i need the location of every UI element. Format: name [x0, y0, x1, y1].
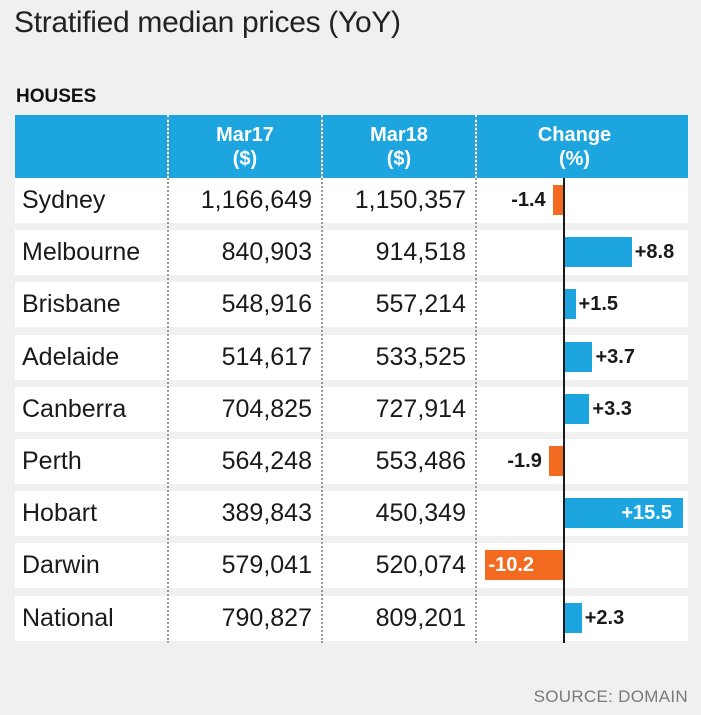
column-divider-3	[475, 115, 477, 643]
mar18-value: 450,349	[375, 499, 466, 527]
header-divider-2	[321, 115, 323, 178]
mar17-value: 840,903	[221, 238, 312, 266]
city-label: Melbourne	[22, 238, 141, 266]
header-mar17-unit: ($)	[232, 147, 258, 170]
mar18-value: 727,914	[375, 395, 466, 423]
column-divider-1	[167, 115, 169, 643]
mar17-value: 704,825	[221, 395, 312, 423]
mar18-value: 809,201	[375, 604, 466, 632]
change-label: +8.8	[634, 241, 675, 263]
mar17-value: 1,166,649	[200, 186, 312, 214]
mar17-value: 564,248	[221, 447, 312, 475]
table-row: Brisbane 548,916 557,214	[15, 282, 688, 327]
mar18-value: 520,074	[375, 551, 466, 579]
table-row: Darwin 579,041 520,074	[15, 543, 688, 588]
change-bar	[485, 550, 564, 580]
mar17-value: 514,617	[221, 343, 312, 371]
table-row: Melbourne 840,903 914,518	[15, 230, 688, 275]
change-bar	[564, 603, 582, 633]
header-mar18-label: Mar18	[370, 123, 428, 146]
city-label: Darwin	[22, 551, 100, 579]
header-mar17-label: Mar17	[216, 123, 274, 146]
change-bar	[564, 342, 593, 372]
mar17-value: 389,843	[221, 499, 312, 527]
column-divider-2	[321, 115, 323, 643]
city-label: National	[22, 604, 114, 632]
change-label: +2.3	[584, 607, 625, 629]
table-row: Sydney 1,166,649 1,150,357	[15, 178, 688, 223]
change-bar	[564, 394, 590, 424]
change-bar	[564, 289, 576, 319]
city-label: Canberra	[22, 395, 127, 423]
change-bar	[549, 446, 564, 476]
city-label: Adelaide	[22, 343, 120, 371]
header-mar17: Mar17 ($)	[169, 115, 321, 178]
change-label: -10.2	[488, 554, 535, 576]
mar17-value: 790,827	[221, 604, 312, 632]
change-label: +3.3	[592, 398, 632, 420]
table-row: Adelaide 514,617 533,525	[15, 335, 688, 380]
chart-title: Stratified median prices (YoY)	[14, 6, 401, 39]
change-bar	[564, 237, 632, 267]
city-label: Sydney	[22, 186, 106, 214]
header-change-unit: (%)	[558, 147, 591, 170]
table-header: Mar17 ($) Mar18 ($) Change (%)	[15, 115, 688, 178]
header-mar18-unit: ($)	[386, 147, 412, 170]
mar18-value: 1,150,357	[354, 186, 466, 214]
mar17-value: 579,041	[221, 551, 312, 579]
mar18-value: 553,486	[375, 447, 466, 475]
mar18-value: 557,214	[375, 290, 466, 318]
header-mar18: Mar18 ($)	[323, 115, 475, 178]
chart-subtitle: HOUSES	[16, 86, 97, 107]
mar17-value: 548,916	[221, 290, 312, 318]
change-bar	[564, 498, 684, 528]
city-label: Hobart	[22, 499, 98, 527]
mar18-value: 533,525	[375, 343, 466, 371]
mar18-value: 914,518	[375, 238, 466, 266]
change-label: -1.9	[507, 450, 542, 472]
header-divider-3	[475, 115, 477, 178]
zero-axis	[563, 178, 565, 643]
source-note: SOURCE: DOMAIN	[533, 687, 688, 706]
city-label: Perth	[22, 447, 82, 475]
change-bar	[553, 185, 564, 215]
change-label: +1.5	[578, 293, 619, 315]
city-label: Brisbane	[22, 290, 121, 318]
change-label: +3.7	[595, 346, 635, 368]
header-divider-1	[167, 115, 169, 178]
change-label: +15.5	[621, 502, 672, 524]
table-row: Perth 564,248 553,486	[15, 439, 688, 484]
change-label: -1.4	[511, 189, 546, 211]
header-change-label: Change	[537, 123, 612, 146]
header-change: Change (%)	[477, 115, 672, 178]
